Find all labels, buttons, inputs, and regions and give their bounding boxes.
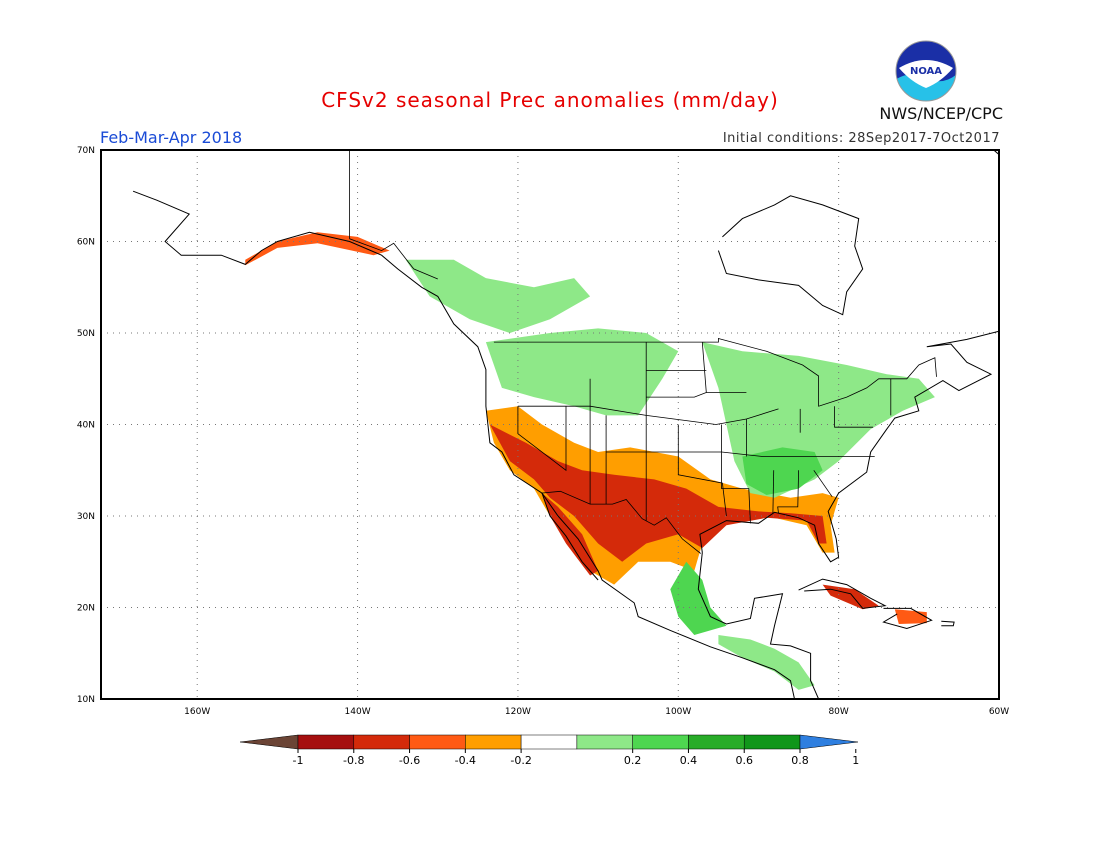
longitude-tick-labels: 160W 140W 120W 100W 80W 60W: [184, 707, 1009, 717]
lat-tick-label: 10N: [77, 695, 95, 705]
noaa-logo-icon: NOAA: [895, 40, 957, 102]
latitude-tick-labels: 70N 60N 50N 40N 30N 20N 10N: [77, 146, 95, 705]
lon-tick-label: 80W: [828, 707, 848, 717]
initial-conditions-label: Initial conditions: 28Sep2017-7Oct2017: [722, 131, 1000, 146]
coastline-north-america-west-coast: [132, 190, 795, 699]
anomaly-region-southwest-us-core: [489, 424, 827, 562]
colorbar-high-arrow: [799, 734, 859, 750]
anomaly-region-mexico-east: [670, 561, 727, 635]
colorbar-tick-label: -0.2: [510, 754, 531, 767]
coastlines: [132, 150, 999, 699]
colorbar-swatch: [297, 734, 355, 750]
coastline-us-gulf-east-coast: [699, 330, 999, 563]
colorbar-swatch: [520, 734, 578, 750]
lat-tick-label: 30N: [77, 512, 95, 522]
valid-period-label: Feb-Mar-Apr 2018: [100, 128, 243, 147]
colorbar-tick-label: -0.4: [455, 754, 476, 767]
anomaly-region-central-america: [718, 635, 815, 690]
lat-tick-label: 70N: [77, 146, 95, 156]
border-state-line-12: [772, 470, 775, 514]
coastline-puerto-rico: [941, 620, 955, 627]
colorbar-tick-label: 0.2: [624, 754, 642, 767]
coastline-hispaniola: [882, 607, 933, 630]
border-state-line-2: [517, 406, 567, 472]
colorbar-swatch: [409, 734, 466, 750]
border-us-mexico-border: [541, 490, 701, 554]
colorbar-swatch: [688, 734, 745, 750]
lon-tick-label: 140W: [345, 707, 371, 717]
border-state-line-13: [777, 470, 799, 514]
anomaly-regions: [245, 232, 935, 690]
colorbar-tick-label: -1: [293, 754, 304, 767]
political-borders: [349, 150, 937, 554]
lon-tick-label: 120W: [505, 707, 531, 717]
border-state-line-14: [813, 470, 833, 498]
coastline-baja-west: [541, 492, 599, 581]
lat-tick-label: 50N: [77, 329, 95, 339]
colorbar: -1 -0.8 -0.6 -0.4 -0.2 0.2 0.4 0.6 0.8 1: [239, 734, 859, 767]
lat-tick-label: 40N: [77, 421, 95, 431]
colorbar-tick-label: -0.6: [399, 754, 420, 767]
lat-tick-label: 60N: [77, 238, 95, 248]
border-state-line-11: [721, 424, 751, 524]
colorbar-tick-label: 0.6: [735, 754, 753, 767]
colorbar-tick-label: -0.8: [343, 754, 364, 767]
lon-tick-label: 60W: [989, 707, 1009, 717]
anomaly-region-tennessee-valley: [742, 447, 823, 495]
colorbar-swatch: [743, 734, 801, 750]
lon-tick-label: 160W: [184, 707, 210, 717]
colorbar-swatch: [353, 734, 410, 750]
colorbar-low-arrow: [239, 734, 299, 750]
border-state-line-7: [677, 424, 727, 517]
border-alaska-canada-border: [349, 150, 438, 280]
colorbar-swatch: [632, 734, 689, 750]
border-state-line-8: [646, 342, 707, 398]
border-state-line-1: [517, 405, 779, 425]
anomaly-region-northern-rockies-plains: [485, 328, 679, 416]
colorbar-tick-label: 1: [852, 754, 859, 767]
border-state-line-6: [606, 451, 875, 457]
border-us-canada-border: [493, 337, 937, 407]
agency-label: NWS/NCEP/CPC: [879, 104, 1003, 123]
coastline-gulf-and-atlantic-coast: [697, 552, 820, 699]
page-title: CFSv2 seasonal Prec anomalies (mm/day): [321, 88, 779, 112]
lon-tick-label: 100W: [665, 707, 691, 717]
colorbar-tick-label: 0.4: [680, 754, 698, 767]
anomaly-region-british-columbia: [405, 259, 591, 333]
map-frame: [100, 149, 1000, 700]
colorbar-tick-label: 0.8: [791, 754, 809, 767]
colorbar-swatch: [576, 734, 633, 750]
logo-text: NOAA: [910, 66, 942, 77]
coastline-cuba: [798, 578, 887, 609]
colorbar-swatch: [465, 734, 522, 750]
lat-tick-label: 20N: [77, 604, 95, 614]
border-state-line-16: [834, 406, 874, 428]
coastline-hudson-bay: [717, 195, 864, 316]
